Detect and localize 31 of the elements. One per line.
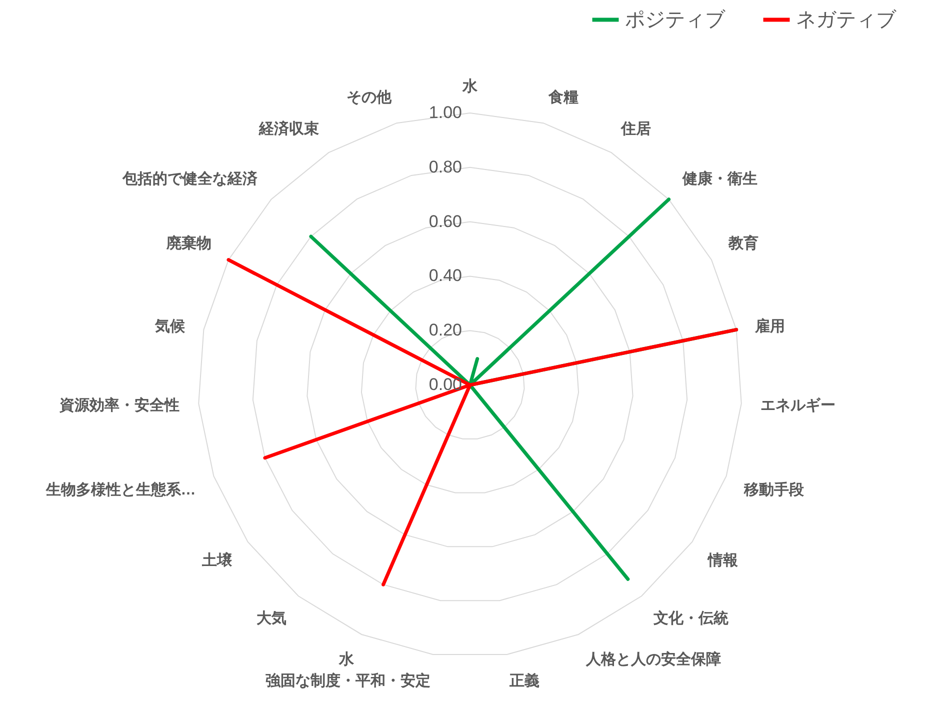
spoke-label: 教育 [727, 234, 758, 252]
spoke-label: 住居 [620, 120, 652, 138]
spoke-label: 土壌 [201, 550, 234, 569]
spoke-label: 強固な制度・平和・安定 [265, 671, 430, 690]
spoke-label: 雇用 [754, 316, 785, 335]
y-tick-label: 0.80 [428, 157, 462, 176]
spoke-label: 正義 [508, 672, 540, 690]
spoke-label: エネルギー [760, 396, 836, 414]
spoke-label: その他 [346, 88, 392, 106]
spoke-label: 廃棄物 [166, 234, 212, 252]
spoke-label: 経済収束 [258, 119, 319, 138]
spoke-label: 大気 [256, 610, 286, 627]
legend-label: ネガティブ [796, 8, 897, 31]
y-tick-label: 0.40 [428, 266, 462, 286]
y-tick-label: 0.00 [428, 375, 462, 394]
spoke-label: 健康・衛生 [682, 169, 758, 188]
y-tick-label: 1.00 [428, 103, 462, 122]
spoke-label: 生物多様性と生態系… [44, 481, 196, 498]
spoke-label: 包括的で健全な経済 [121, 169, 258, 188]
spoke-label: 人格と人の安全保障 [584, 650, 721, 668]
spoke-label: 気候 [154, 318, 186, 335]
spoke-label: 食糧 [548, 88, 579, 106]
y-tick-label: 0.60 [428, 212, 462, 231]
y-tick-label: 0.20 [428, 320, 462, 340]
spoke-label: 情報 [706, 552, 739, 569]
spoke-label: 水 [338, 650, 356, 668]
spoke-label: 移動手段 [743, 481, 806, 498]
spoke-label: 文化・伝統 [652, 610, 729, 627]
spoke-label: 資源効率・安全性 [58, 396, 180, 414]
spoke-label: 水 [462, 78, 478, 95]
legend-label: ポジティブ [625, 8, 726, 31]
